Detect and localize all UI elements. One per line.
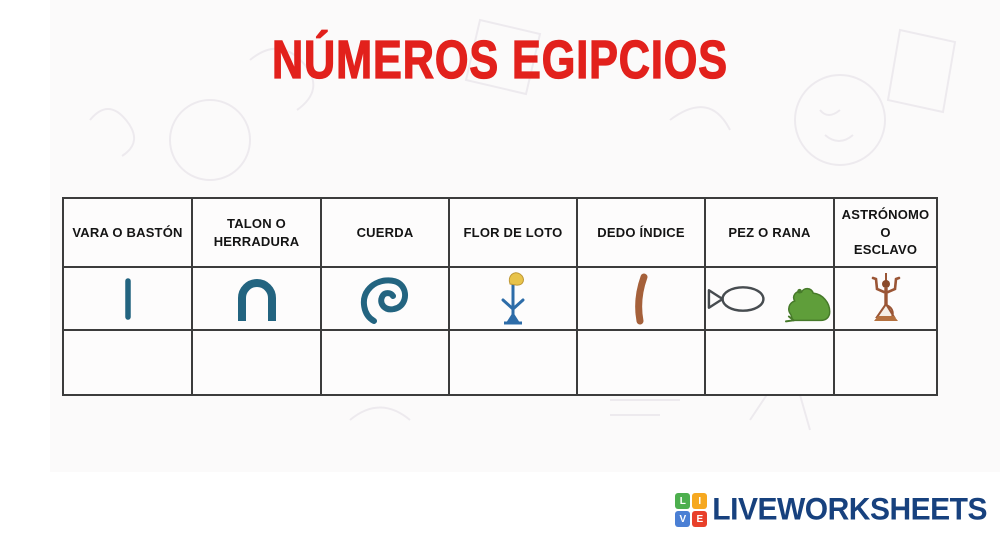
logo-square-e: E bbox=[692, 511, 708, 527]
symbol-cell-fish-frog bbox=[706, 268, 833, 329]
liveworksheets-logo[interactable]: L I V E LIVEWORKSHEETS bbox=[675, 490, 987, 530]
logo-square-v: V bbox=[675, 511, 691, 527]
answer-cell-lotus[interactable] bbox=[450, 331, 576, 394]
answer-cell-finger[interactable] bbox=[578, 331, 704, 394]
symbol-cell-lotus bbox=[450, 268, 576, 329]
frog-icon bbox=[785, 287, 831, 322]
symbol-cell-astronomer bbox=[835, 268, 936, 329]
symbol-cell-staff bbox=[64, 268, 191, 329]
answer-cell-staff[interactable] bbox=[64, 331, 191, 394]
column-header-astronomo-o-esclavo: ASTRÓNOMO O ESCLAVO bbox=[835, 199, 936, 266]
answer-cell-fish-frog[interactable] bbox=[706, 331, 833, 394]
heel-arch-icon bbox=[237, 278, 276, 321]
rope-coil-icon bbox=[360, 276, 409, 324]
logo-square-i: I bbox=[692, 493, 708, 509]
answer-cell-astronomer[interactable] bbox=[835, 331, 936, 394]
page-title: NÚMEROS EGIPCIOS bbox=[271, 30, 729, 91]
answer-cell-rope-coil[interactable] bbox=[322, 331, 448, 394]
brand-wordmark: LIVEWORKSHEETS bbox=[712, 492, 987, 527]
symbol-cell-rope-coil bbox=[322, 268, 448, 329]
column-header-cuerda: CUERDA bbox=[322, 199, 448, 266]
liveworksheets-logo-icon: L I V E bbox=[675, 493, 708, 527]
logo-square-l: L bbox=[675, 493, 691, 509]
finger-icon bbox=[635, 273, 648, 324]
column-header-vara-o-baston: VARA O BASTÓN bbox=[64, 199, 191, 266]
astronomer-icon bbox=[871, 272, 900, 321]
egyptian-numbers-table: VARA O BASTÓN TALON O HERRADURA CUERDA F… bbox=[62, 197, 938, 396]
staff-icon bbox=[124, 277, 131, 320]
column-header-dedo-indice: DEDO ÍNDICE bbox=[578, 199, 704, 266]
symbol-cell-finger bbox=[578, 268, 704, 329]
lotus-flower-icon bbox=[501, 271, 525, 324]
column-header-talon-o-herradura: TALON O HERRADURA bbox=[193, 199, 320, 266]
symbol-cell-heel bbox=[193, 268, 320, 329]
answer-cell-heel[interactable] bbox=[193, 331, 320, 394]
column-header-pez-o-rana: PEZ O RANA bbox=[706, 199, 833, 266]
column-header-flor-de-loto: FLOR DE LOTO bbox=[450, 199, 576, 266]
fish-icon bbox=[707, 285, 765, 312]
